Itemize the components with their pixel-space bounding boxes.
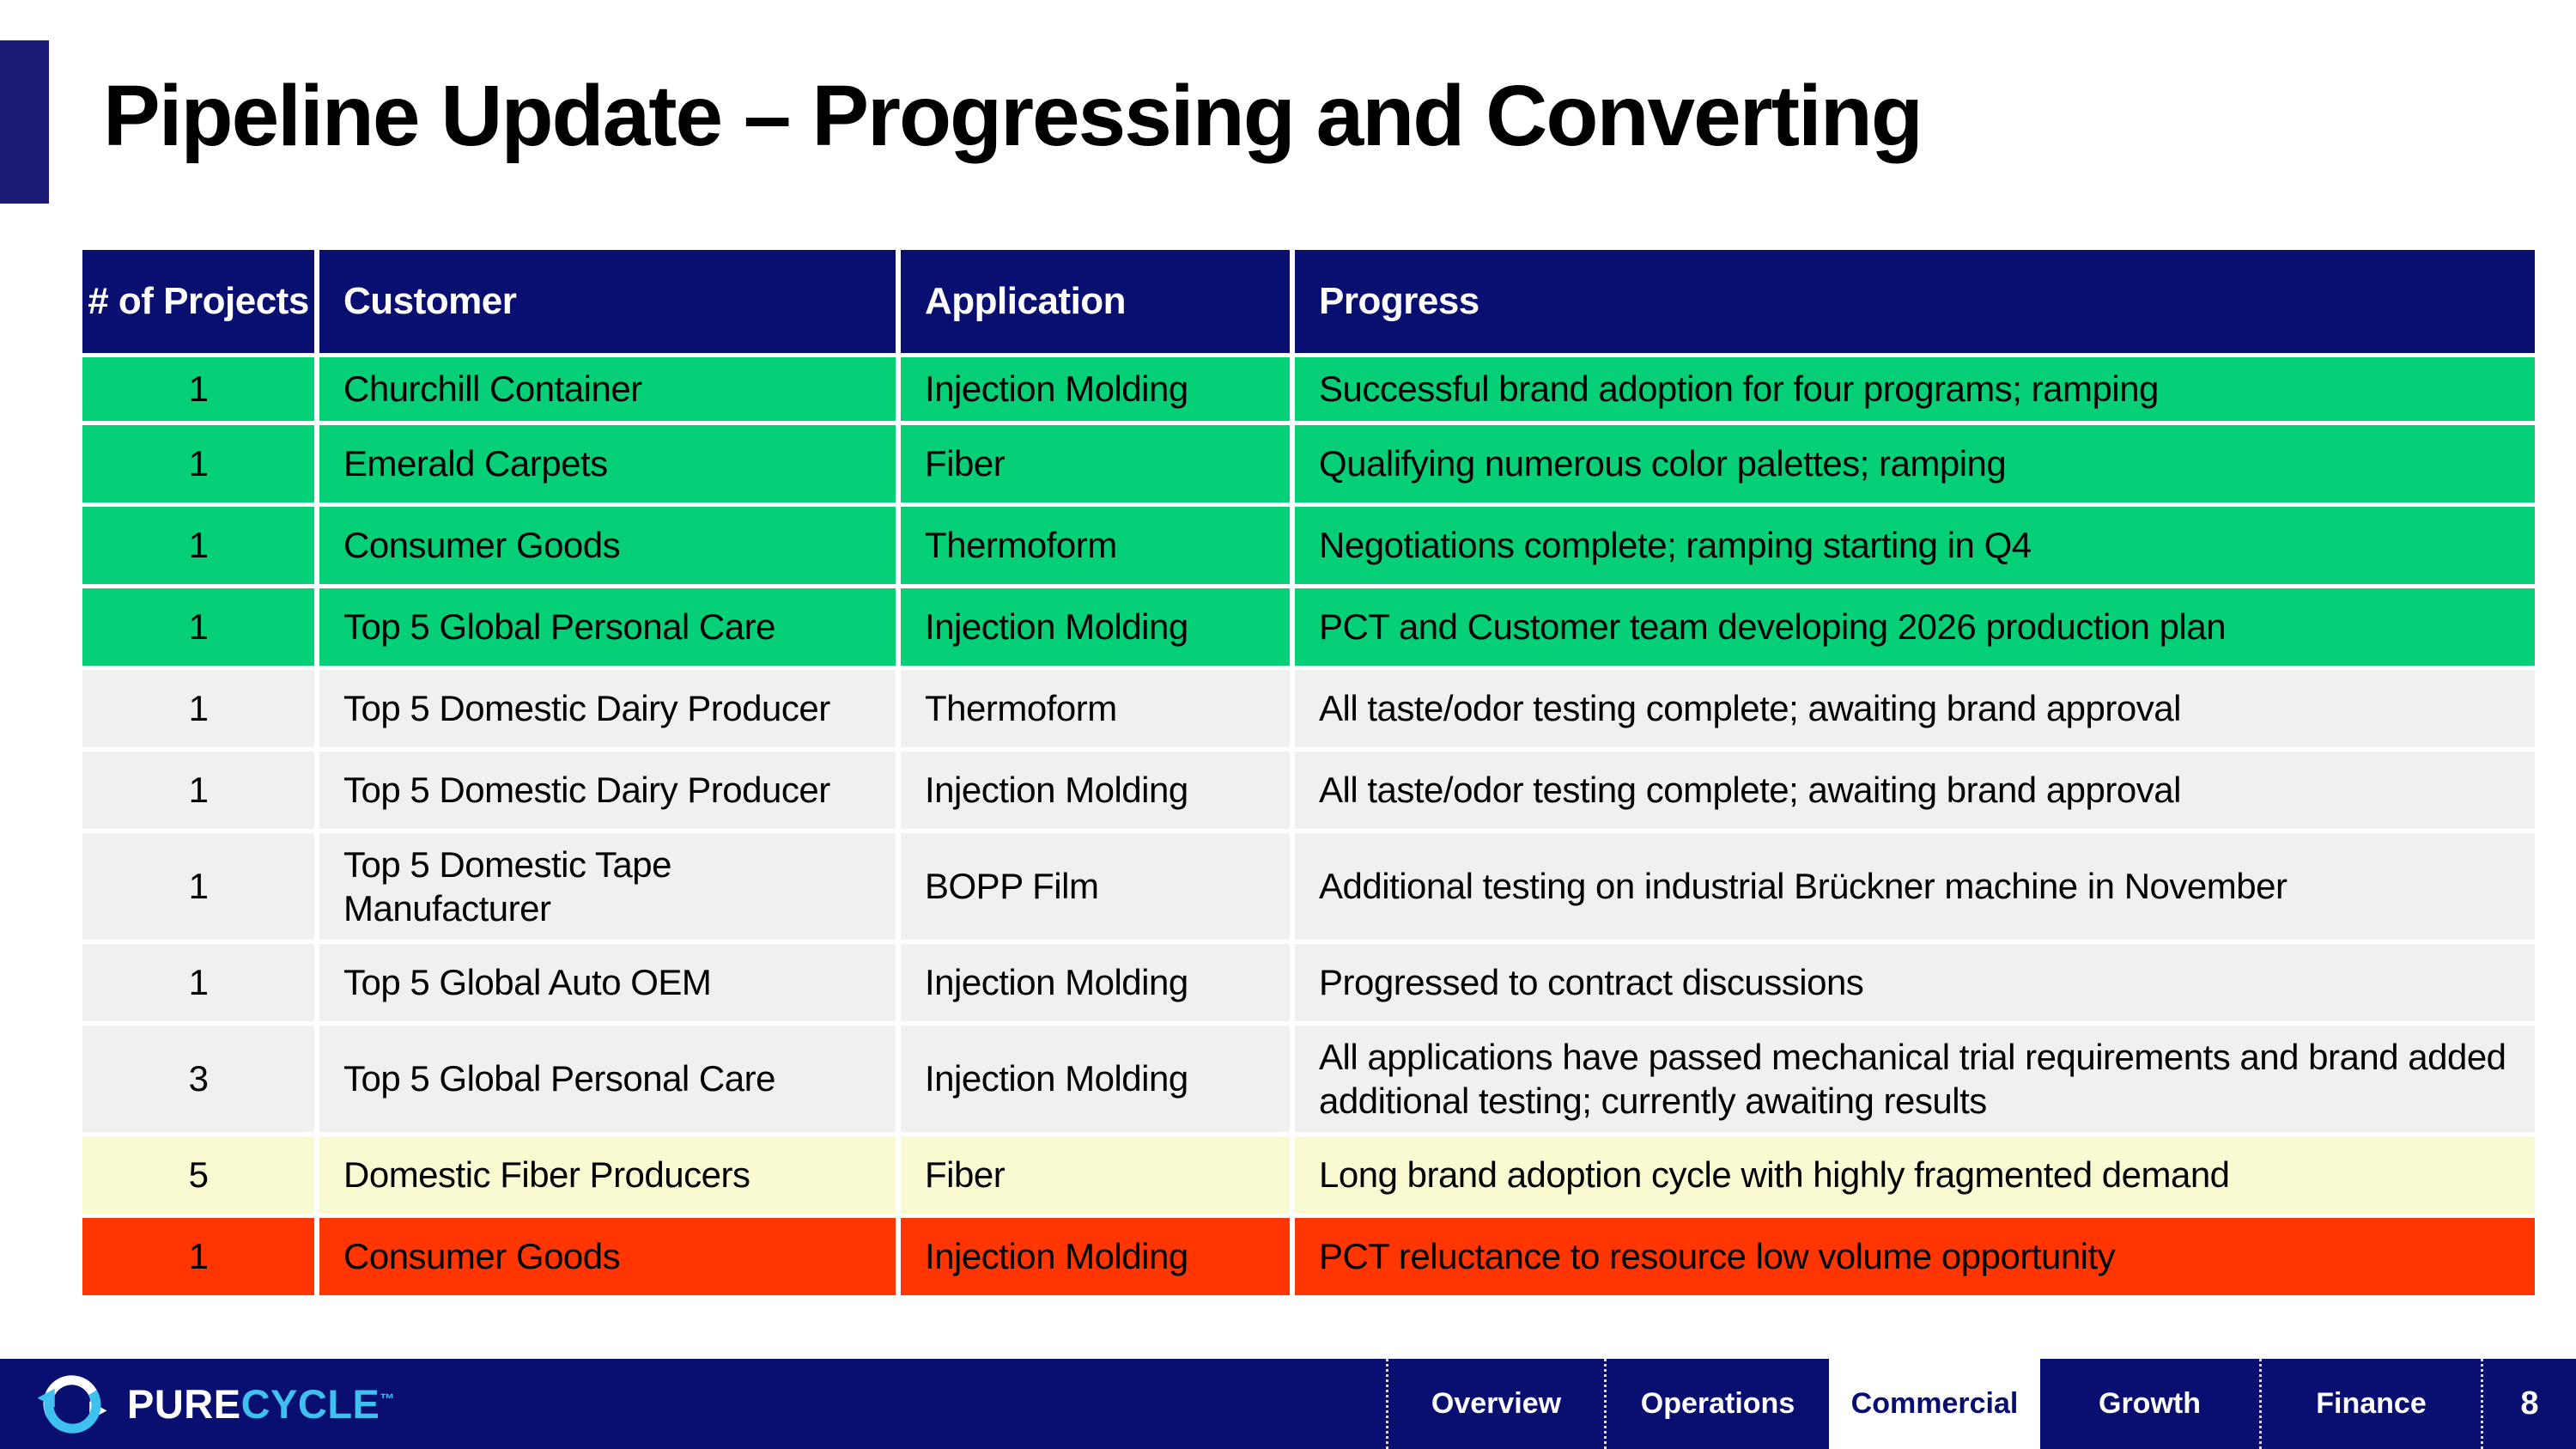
title-accent-bar [0, 40, 49, 204]
table-row: 1 Consumer Goods Injection Molding PCT r… [82, 1218, 2535, 1295]
application-cell: Thermoform [901, 507, 1290, 584]
customer-cell: Top 5 Global Personal Care [319, 1026, 896, 1132]
recycle-arrows-icon [37, 1374, 107, 1434]
table-header-row: # of Projects Customer Application Progr… [82, 250, 2535, 353]
nav-tab-finance[interactable]: Finance [2259, 1359, 2481, 1449]
table-row: 1 Emerald Carpets Fiber Qualifying numer… [82, 425, 2535, 502]
table-row: 1 Top 5 Domestic Dairy Producer Thermofo… [82, 670, 2535, 747]
progress-cell: Qualifying numerous color palettes; ramp… [1295, 425, 2535, 502]
projects-count-cell: 1 [82, 1218, 314, 1295]
logo-cycle-text: CYCLE [240, 1381, 380, 1427]
table-row: 1 Top 5 Domestic Tape Manufacturer BOPP … [82, 833, 2535, 940]
projects-count-cell: 1 [82, 588, 314, 666]
progress-cell: Long brand adoption cycle with highly fr… [1295, 1136, 2535, 1214]
projects-count-cell: 1 [82, 425, 314, 502]
purecycle-logo: PURECYCLE™ [33, 1359, 395, 1449]
projects-count-cell: 1 [82, 507, 314, 584]
application-cell: Fiber [901, 1136, 1290, 1214]
projects-count-cell: 1 [82, 944, 314, 1021]
customer-cell: Emerald Carpets [319, 425, 896, 502]
nav-tab-commercial[interactable]: Commercial [1829, 1359, 2040, 1449]
progress-cell: Successful brand adoption for four progr… [1295, 357, 2535, 421]
customer-cell: Consumer Goods [319, 507, 896, 584]
pipeline-table: # of Projects Customer Application Progr… [77, 246, 2540, 1300]
logo-pure-text: PURE [127, 1381, 241, 1427]
application-cell: Fiber [901, 425, 1290, 502]
customer-cell: Top 5 Global Personal Care [319, 588, 896, 666]
table-row: 1 Consumer Goods Thermoform Negotiations… [82, 507, 2535, 584]
progress-cell: Progressed to contract discussions [1295, 944, 2535, 1021]
application-cell: Injection Molding [901, 1026, 1290, 1132]
logo-wordmark: PURECYCLE™ [127, 1380, 395, 1428]
progress-cell: All taste/odor testing complete; awaitin… [1295, 670, 2535, 747]
page-title: Pipeline Update – Progressing and Conver… [103, 68, 1923, 164]
progress-cell: PCT reluctance to resource low volume op… [1295, 1218, 2535, 1295]
application-cell: Injection Molding [901, 1218, 1290, 1295]
customer-cell: Top 5 Global Auto OEM [319, 944, 896, 1021]
customer-cell: Top 5 Domestic Tape Manufacturer [319, 833, 896, 940]
progress-cell: PCT and Customer team developing 2026 pr… [1295, 588, 2535, 666]
table-row: 3 Top 5 Global Personal Care Injection M… [82, 1026, 2535, 1132]
projects-count-cell: 1 [82, 357, 314, 421]
projects-count-cell: 1 [82, 833, 314, 940]
table-row: 5 Domestic Fiber Producers Fiber Long br… [82, 1136, 2535, 1214]
nav-tab-overview[interactable]: Overview [1386, 1359, 1604, 1449]
header-progress: Progress [1295, 250, 2535, 353]
logo-trademark: ™ [380, 1391, 395, 1408]
page-number: 8 [2481, 1359, 2576, 1449]
customer-cell: Domestic Fiber Producers [319, 1136, 896, 1214]
table-row: 1 Top 5 Global Personal Care Injection M… [82, 588, 2535, 666]
customer-cell: Churchill Container [319, 357, 896, 421]
customer-cell: Top 5 Domestic Dairy Producer [319, 670, 896, 747]
customer-cell: Consumer Goods [319, 1218, 896, 1295]
progress-cell: All applications have passed mechanical … [1295, 1026, 2535, 1132]
header-application: Application [901, 250, 1290, 353]
customer-cell: Top 5 Domestic Dairy Producer [319, 752, 896, 829]
application-cell: Injection Molding [901, 944, 1290, 1021]
application-cell: BOPP Film [901, 833, 1290, 940]
application-cell: Injection Molding [901, 752, 1290, 829]
header-projects: # of Projects [82, 250, 314, 353]
projects-count-cell: 3 [82, 1026, 314, 1132]
projects-count-cell: 1 [82, 752, 314, 829]
application-cell: Thermoform [901, 670, 1290, 747]
progress-cell: Additional testing on industrial Brückne… [1295, 833, 2535, 940]
projects-count-cell: 1 [82, 670, 314, 747]
progress-cell: Negotiations complete; ramping starting … [1295, 507, 2535, 584]
nav-tab-growth[interactable]: Growth [2099, 1387, 2201, 1420]
footer-nav: Overview Operations Commercial Growth Fi… [1386, 1359, 2576, 1449]
header-customer: Customer [319, 250, 896, 353]
table-row: 1 Churchill Container Injection Molding … [82, 357, 2535, 421]
progress-cell: All taste/odor testing complete; awaitin… [1295, 752, 2535, 829]
footer-bar: PURECYCLE™ Overview Operations Commercia… [0, 1359, 2576, 1449]
table-row: 1 Top 5 Domestic Dairy Producer Injectio… [82, 752, 2535, 829]
table-row: 1 Top 5 Global Auto OEM Injection Moldin… [82, 944, 2535, 1021]
application-cell: Injection Molding [901, 588, 1290, 666]
projects-count-cell: 5 [82, 1136, 314, 1214]
application-cell: Injection Molding [901, 357, 1290, 421]
nav-tab-operations[interactable]: Operations [1604, 1359, 1829, 1449]
